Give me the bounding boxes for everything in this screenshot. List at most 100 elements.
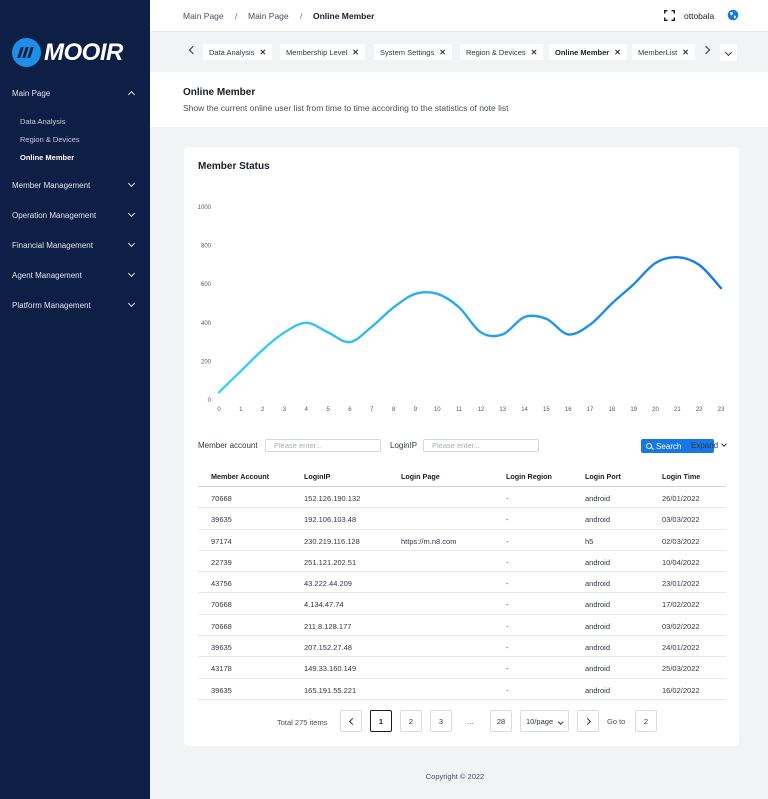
table-row[interactable]: 22739 251.121.202.51 - android 10/04/2022 — [198, 551, 726, 573]
tab-membership-level[interactable]: Membership Level ✕ — [280, 44, 365, 60]
table-cell: 43178 — [211, 664, 232, 674]
close-icon[interactable]: ✕ — [352, 47, 359, 57]
column-header[interactable]: Member Account — [211, 472, 270, 481]
tabs-bar: Data Analysis ✕ Membership Level ✕ System … — [150, 33, 768, 71]
tabs-scroll-right-icon[interactable] — [701, 45, 711, 55]
tabs-scroll-left-icon[interactable] — [188, 45, 198, 55]
table-cell: 43.222.44.209 — [304, 579, 352, 589]
table-row[interactable]: 70668 4.134.47.74 - android 17/02/2022 — [198, 593, 726, 615]
page-button-1[interactable]: 1 — [370, 710, 392, 732]
tab-system-settings[interactable]: System Settings ✕ — [374, 44, 452, 60]
sidebar-group-label: Operation Management — [12, 210, 97, 220]
table-row[interactable]: 39635 207.152.27.48 - android 24/01/2022 — [198, 636, 726, 658]
x-tick-label: 20 — [652, 407, 659, 413]
table-cell: - — [506, 536, 509, 546]
column-header[interactable]: Login Page — [401, 472, 440, 481]
chevron-up-icon — [127, 90, 136, 98]
table-cell[interactable]: https://m.n8.com — [401, 536, 457, 546]
table-cell: android — [585, 557, 611, 567]
sidebar-group-operation-management[interactable]: Operation Management — [0, 208, 150, 222]
brand-logo[interactable]: MOOIR — [12, 38, 123, 67]
table-cell: 24/01/2022 — [662, 643, 700, 653]
page-title: Online Member — [183, 87, 256, 98]
sidebar-group-main-page[interactable]: Main Page — [0, 86, 150, 100]
x-tick-label: 18 — [609, 407, 616, 413]
x-tick-label: 2 — [261, 407, 265, 413]
close-icon[interactable]: ✕ — [530, 47, 538, 57]
next-page-button[interactable] — [577, 710, 599, 732]
x-tick-label: 10 — [434, 407, 441, 413]
breadcrumb-item[interactable]: Main Page — [248, 11, 289, 21]
table-row[interactable]: 97174 230.219.116.128 https://m.n8.com - h5 0… — [198, 530, 726, 551]
close-icon[interactable]: ✕ — [259, 47, 267, 57]
tab-online-member[interactable]: Online Member ✕ — [549, 44, 627, 60]
search-button[interactable]: Search — [641, 439, 714, 453]
prev-page-button[interactable] — [340, 710, 362, 732]
tabs-dropdown-button[interactable] — [720, 44, 737, 61]
sidebar-group-member-management[interactable]: Member Management — [0, 178, 150, 192]
x-tick-label: 17 — [587, 407, 594, 413]
tab-region-devices[interactable]: Region & Devices ✕ — [460, 44, 544, 60]
sidebar-group-financial-management[interactable]: Financial Management — [0, 238, 150, 252]
tab-member-list[interactable]: MemberList ✕ — [632, 44, 695, 60]
column-header[interactable]: LoginIP — [304, 472, 331, 481]
page-button-last[interactable]: 28 — [490, 710, 512, 732]
pagination-ellipsis[interactable]: ... — [467, 717, 474, 726]
y-tick-label: 1000 — [198, 205, 212, 211]
table-row[interactable]: 70668 152.126.190.132 - android 26/01/2022 — [198, 487, 726, 509]
close-icon[interactable]: ✕ — [439, 47, 446, 57]
tab-label: System Settings — [380, 47, 435, 57]
x-tick-label: 14 — [521, 407, 528, 413]
page-button-2[interactable]: 2 — [400, 710, 422, 732]
user-name[interactable]: ottobala — [684, 11, 715, 21]
footer-copyright: Copyright © 2022 — [425, 772, 485, 781]
search-icon — [646, 443, 652, 449]
table-cell: - — [506, 600, 509, 610]
table-cell: - — [506, 494, 509, 503]
table-row[interactable]: 43756 43.222.44.209 - android 23/01/2022 — [198, 572, 726, 594]
x-tick-label: 22 — [696, 407, 703, 413]
top-header: Main Page / Main Page / Online Member ot… — [150, 0, 768, 32]
x-tick-label: 6 — [348, 407, 352, 413]
close-icon[interactable]: ✕ — [614, 47, 621, 57]
table-row[interactable]: 43178 149.33.160.149 - android 25/03/2022 — [198, 657, 726, 679]
table-cell: android — [585, 600, 611, 610]
x-tick-label: 9 — [414, 407, 418, 413]
expand-toggle[interactable]: Expand — [691, 441, 727, 450]
login-ip-input[interactable] — [423, 439, 539, 452]
x-tick-label: 12 — [478, 407, 485, 413]
page-button-3[interactable]: 3 — [430, 710, 452, 732]
column-header[interactable]: Login Time — [662, 472, 701, 481]
tab-data-analysis[interactable]: Data Analysis ✕ — [203, 44, 273, 60]
table-row[interactable]: 39635 192.106.103.48 - android 03/03/2022 — [198, 508, 726, 530]
fullscreen-icon[interactable] — [664, 10, 675, 21]
x-tick-label: 8 — [392, 407, 396, 413]
card-title: Member Status — [198, 161, 270, 172]
globe-icon[interactable] — [727, 9, 739, 21]
table-cell: - — [506, 557, 509, 567]
x-tick-label: 21 — [674, 407, 681, 413]
column-header[interactable]: Login Region — [506, 472, 552, 481]
x-tick-label: 3 — [283, 407, 287, 413]
table-cell: 03/03/2022 — [662, 515, 700, 525]
breadcrumb-item[interactable]: Main Page — [183, 11, 224, 21]
x-tick-label: 19 — [630, 407, 637, 413]
column-header[interactable]: Login Port — [585, 472, 621, 481]
chevron-down-icon — [127, 179, 136, 188]
table-row[interactable]: 70668 211.8.128.177 - android 03/02/2022 — [198, 615, 726, 637]
goto-page-input[interactable]: 2 — [635, 710, 657, 732]
close-icon[interactable]: ✕ — [682, 47, 689, 57]
table-row[interactable]: 39635 165.191.55.221 - android 16/02/2022 — [198, 679, 726, 700]
y-tick-label: 0 — [208, 398, 212, 404]
member-account-input[interactable] — [265, 439, 381, 452]
sidebar-item-data-analysis[interactable]: Data Analysis — [20, 117, 66, 126]
page-size-select[interactable]: 10/page — [520, 710, 569, 732]
sidebar-group-platform-management[interactable]: Platform Management — [0, 298, 150, 312]
sidebar-group-agent-management[interactable]: Agent Management — [0, 268, 150, 282]
y-tick-label: 400 — [201, 321, 212, 327]
table-cell: android — [585, 664, 611, 674]
sidebar-item-online-member[interactable]: Online Member — [20, 153, 75, 162]
sidebar-item-region-devices[interactable]: Region & Devices — [20, 135, 80, 144]
table-cell: 02/03/2022 — [662, 536, 700, 546]
breadcrumb-separator: / — [235, 11, 238, 21]
